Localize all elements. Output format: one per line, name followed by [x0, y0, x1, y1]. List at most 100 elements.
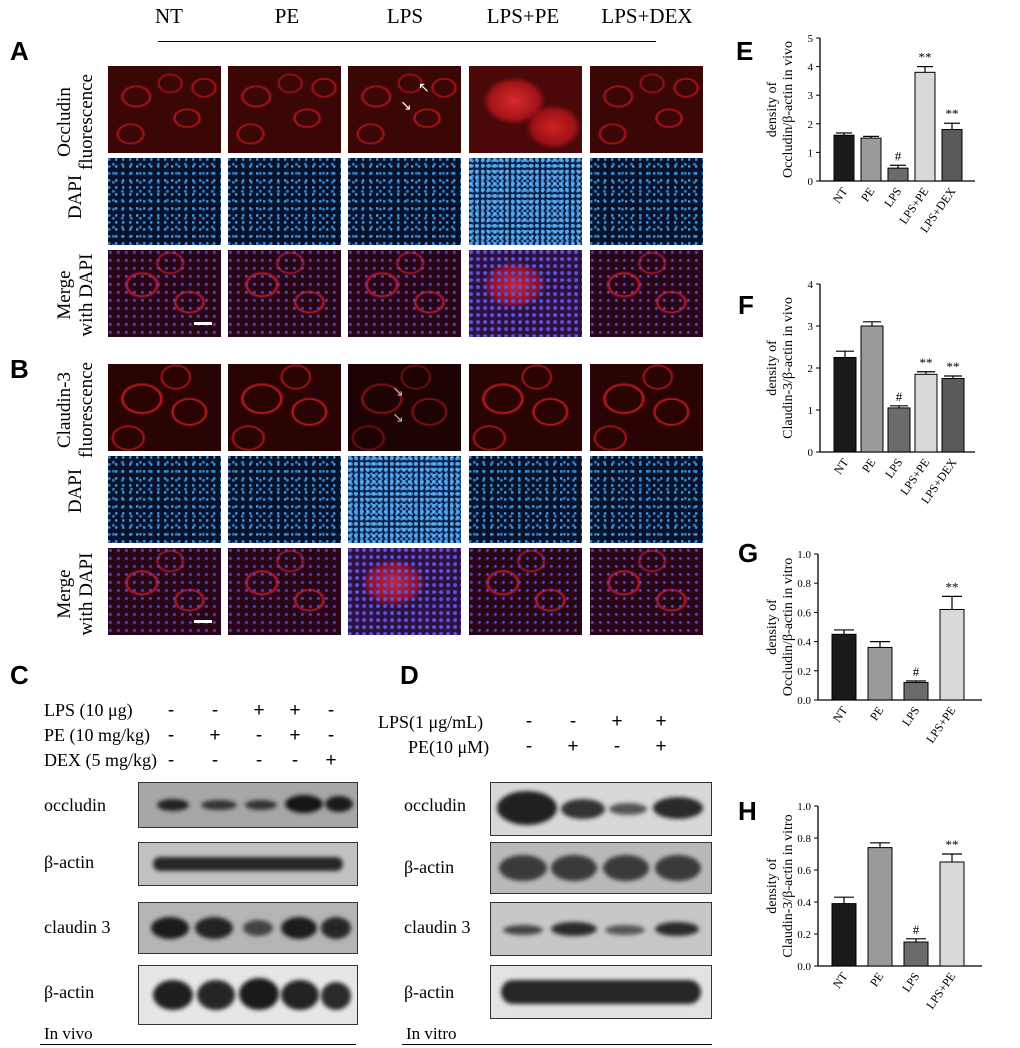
micrograph-b-claudin-pe [228, 364, 341, 451]
blot-c-label-occludin: occludin [44, 795, 106, 815]
panel-letter-d: D [400, 660, 419, 690]
chart-h-ytick-label: 0.8 [797, 833, 811, 845]
blot-c-actin-1 [138, 842, 358, 886]
chart-g-ylabel-line1: density of [765, 599, 780, 655]
micrograph-b-dapi-lps [348, 456, 461, 543]
panel-letter-a: A [10, 36, 29, 66]
panel-letter-c: C [10, 660, 29, 690]
chart-h-bar-3 [939, 861, 965, 967]
micrograph-b-dapi-lps-pe [469, 456, 582, 543]
chart-h-category-3: LPS+PE [923, 970, 958, 1012]
micrograph-a-dapi-lps [348, 158, 461, 245]
treatment-d-sign-r1-c3: + [655, 736, 667, 757]
micrograph-b-claudin-lps: ↘ ↘ [348, 364, 461, 451]
chart-f-ytick-label: 4 [808, 279, 814, 291]
panel-letter-f: F [738, 290, 754, 320]
header-rule [158, 41, 656, 42]
panel-letter-g: G [738, 538, 759, 568]
micrograph-a-dapi-lps-pe [469, 158, 582, 245]
treatment-d-sign-r0-c3: + [655, 711, 667, 732]
chart-e: 0 1 2 3 4 5 density of Occludin/β-actin in vivo… [765, 33, 975, 235]
blot-c-claudin3 [138, 902, 358, 954]
micrograph-a-occludin-nt [108, 66, 221, 153]
treatment-c-sign-r1-c3: + [289, 725, 301, 746]
treatment-c-sign-r0-c0: - [167, 700, 175, 721]
treatment-label-d-pe: PE(10 μM) [408, 737, 490, 757]
chart-e-ytick-label: 1 [808, 147, 814, 159]
chart-e-category-1: PE [858, 185, 878, 205]
chart-e-annotation-4: ** [946, 106, 959, 121]
chart-e-bar-1 [860, 137, 882, 182]
micrograph-b-claudin-lps-dex [590, 364, 703, 451]
micrograph-a-merge-nt [108, 250, 221, 337]
chart-h-ytick-label: 0.6 [797, 865, 811, 877]
micrograph-a-merge-lps [348, 250, 461, 337]
chart-e-annotation-2: # [895, 148, 902, 163]
blot-d-actin-2 [490, 965, 712, 1019]
blot-d-actin-1 [490, 842, 712, 894]
chart-e-ytick-label: 4 [808, 62, 814, 74]
chart-h-ytick-label: 0.4 [797, 897, 811, 909]
chart-f-category-1: PE [859, 456, 879, 476]
chart-f-bar-2 [887, 407, 911, 453]
chart-h-ylabel-line1: density of [765, 858, 780, 914]
chart-f-annotation-2: # [896, 389, 903, 404]
blot-c-label-claudin3: claudin 3 [44, 917, 111, 937]
micrograph-a-merge-pe [228, 250, 341, 337]
chart-e-category-2: LPS [881, 185, 904, 210]
column-header-pe: PE [274, 4, 300, 28]
scale-bar [194, 620, 212, 623]
treatment-c-sign-r2-c3: - [291, 750, 299, 771]
chart-h-category-0: NT [830, 969, 851, 991]
chart-h-ylabel-line2: Claudin-3/β-actin in vitro [781, 814, 796, 957]
column-header-nt: NT [155, 4, 183, 28]
treatment-c-sign-r0-c4: - [327, 700, 335, 721]
chart-e-ytick-label: 2 [808, 119, 814, 131]
treatment-d-sign-r1-c1: + [567, 736, 579, 757]
chart-e-bar-4 [941, 129, 963, 182]
chart-g-ytick-label: 0.0 [797, 695, 811, 707]
treatment-c-sign-r1-c0: - [167, 725, 175, 746]
row-label-merge-b: Merge with DAPI [54, 552, 97, 636]
treatment-c-sign-r2-c2: - [255, 750, 263, 771]
micrograph-b-dapi-lps-dex [590, 456, 703, 543]
chart-f-bar-3 [914, 373, 938, 453]
chart-f-ytick-label: 3 [808, 321, 814, 333]
chart-g-bar-2 [903, 681, 929, 701]
chart-f-ytick-label: 2 [808, 363, 814, 375]
chart-g-category-1: PE [867, 704, 887, 724]
chart-h-ytick-label: 0.0 [797, 961, 811, 973]
micrograph-b-claudin-lps-pe [469, 364, 582, 451]
blot-c-occludin [138, 782, 358, 828]
chart-h-category-2: LPS [899, 970, 922, 995]
chart-e-bar-2 [887, 167, 909, 182]
chart-h: 0.0 0.2 0.4 0.6 0.8 1.0 density of Claudin-3/β-… [765, 802, 982, 1012]
chart-f: 0 1 2 3 4 density of Claudin-3/β-actin in vivo… [765, 279, 975, 506]
blot-d-label-occludin: occludin [404, 795, 466, 815]
chart-g-category-2: LPS [899, 704, 922, 729]
treatment-c-sign-r1-c4: - [327, 725, 335, 746]
chart-f-ylabel-line1: density of [765, 340, 780, 396]
micrograph-a-dapi-lps-dex [590, 158, 703, 245]
treatment-d-sign-r1-c2: - [613, 736, 621, 757]
chart-g: 0.0 0.2 0.4 0.6 0.8 1.0 density of Occludin/β-a… [765, 549, 982, 746]
treatment-d-sign-r0-c0: - [525, 711, 533, 732]
treatment-label-c-pe: PE (10 mg/kg) [44, 725, 150, 745]
micrograph-b-dapi-nt [108, 456, 221, 543]
treatment-c-sign-r1-c2: - [255, 725, 263, 746]
panel-letter-h: H [738, 796, 757, 826]
chart-h-bar-2 [903, 941, 929, 967]
treatment-label-d-lps: LPS(1 μg/mL) [378, 712, 484, 732]
chart-g-ytick-label: 0.8 [797, 578, 811, 590]
blot-d-label-actin-2: β-actin [404, 982, 455, 1002]
blot-d-rule [402, 1044, 712, 1045]
blot-d-label-actin-1: β-actin [404, 857, 455, 877]
chart-e-ytick-label: 5 [808, 33, 814, 45]
blot-c-rule [40, 1044, 356, 1045]
chart-h-ytick-label: 0.2 [797, 929, 811, 941]
blot-d-label-claudin3: claudin 3 [404, 917, 471, 937]
scale-bar [194, 322, 212, 325]
blot-d-claudin3 [490, 902, 712, 956]
micrograph-b-claudin-nt [108, 364, 221, 451]
micrograph-a-merge-lps-dex [590, 250, 703, 337]
